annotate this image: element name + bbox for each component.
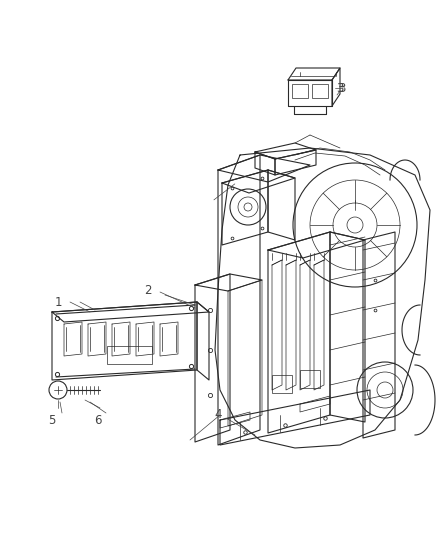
- Bar: [272, 375, 292, 393]
- Bar: [300, 370, 320, 388]
- Text: 3: 3: [338, 82, 346, 94]
- Bar: [107, 346, 152, 364]
- Text: 5: 5: [48, 414, 56, 426]
- Text: 4: 4: [214, 408, 222, 422]
- Text: 3: 3: [336, 82, 344, 94]
- Bar: [292, 84, 308, 98]
- Text: 2: 2: [144, 284, 152, 296]
- Text: 1: 1: [54, 295, 62, 309]
- Bar: [312, 84, 328, 98]
- Text: 6: 6: [94, 414, 102, 426]
